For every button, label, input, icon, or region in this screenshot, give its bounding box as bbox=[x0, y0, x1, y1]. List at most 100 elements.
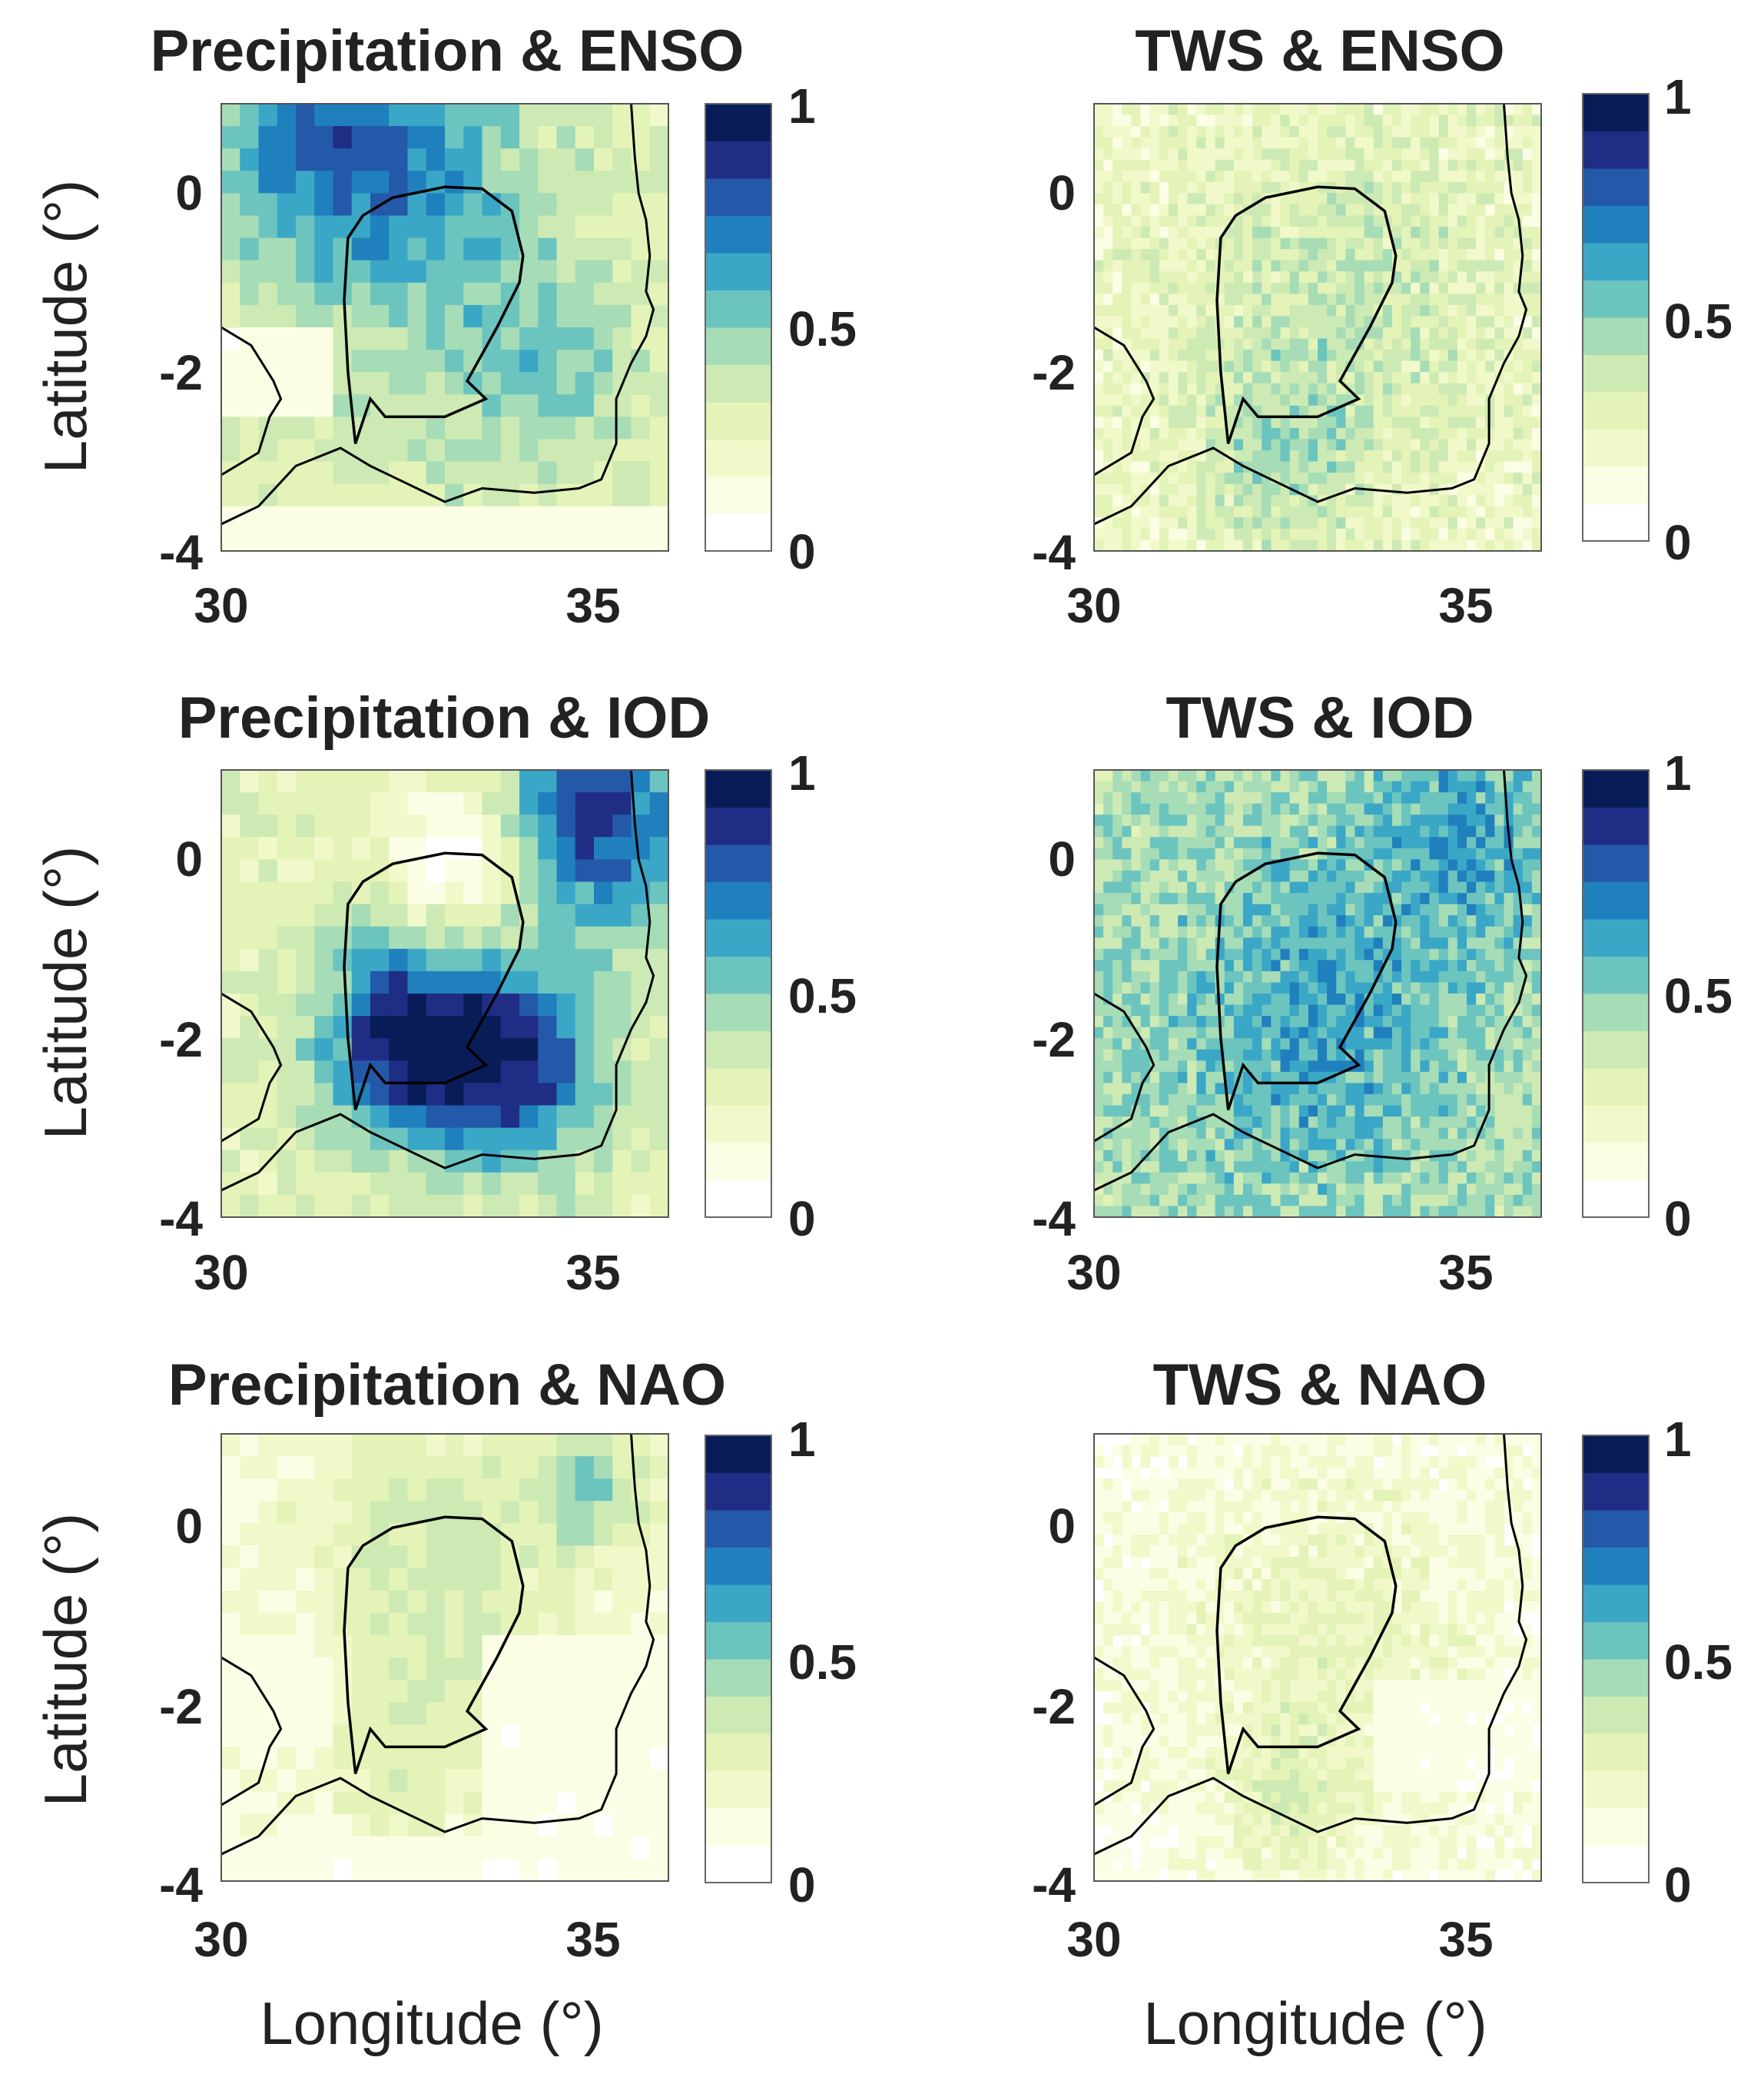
heatmap-cell bbox=[1345, 148, 1356, 161]
heatmap-cell bbox=[1467, 1027, 1477, 1039]
heatmap-cell bbox=[1178, 294, 1188, 306]
heatmap-cell bbox=[1457, 1150, 1467, 1162]
heatmap-cell bbox=[1382, 114, 1393, 127]
heatmap-cell bbox=[1457, 1060, 1467, 1073]
heatmap-cell bbox=[407, 171, 427, 194]
heatmap-cell bbox=[1485, 803, 1495, 815]
heatmap-cell bbox=[1280, 137, 1291, 149]
heatmap-cell bbox=[1262, 1194, 1272, 1207]
heatmap-cell bbox=[1411, 904, 1421, 916]
heatmap-cell bbox=[1112, 859, 1122, 871]
heatmap-cell bbox=[277, 104, 297, 127]
heatmap-cell bbox=[1187, 926, 1197, 938]
heatmap-cell bbox=[1103, 1093, 1113, 1107]
heatmap-cell bbox=[1308, 528, 1318, 541]
heatmap-cell bbox=[1531, 316, 1541, 328]
heatmap-cell bbox=[1513, 159, 1524, 171]
heatmap-cell bbox=[1131, 148, 1142, 161]
heatmap-cell bbox=[1504, 294, 1514, 306]
heatmap-cell bbox=[1169, 350, 1179, 362]
heatmap-cell bbox=[575, 971, 595, 994]
heatmap-cell bbox=[1280, 372, 1291, 384]
heatmap-cell bbox=[594, 948, 613, 972]
heatmap-cell bbox=[240, 1590, 260, 1614]
heatmap-cell bbox=[1467, 837, 1477, 849]
heatmap-cell bbox=[500, 1194, 520, 1217]
heatmap-cell bbox=[1224, 960, 1235, 972]
heatmap-cell bbox=[1140, 215, 1151, 227]
heatmap-cell bbox=[1336, 338, 1346, 350]
heatmap-cell bbox=[1392, 1194, 1402, 1207]
heatmap-cell bbox=[1420, 517, 1431, 529]
heatmap-cell bbox=[1382, 1116, 1393, 1129]
colorbar-segment bbox=[705, 104, 771, 141]
heatmap-cell bbox=[1401, 249, 1411, 261]
heatmap-cell bbox=[1401, 372, 1411, 384]
heatmap-cell bbox=[482, 528, 502, 551]
heatmap-cell bbox=[1438, 528, 1449, 541]
heatmap-cell bbox=[1373, 338, 1384, 350]
heatmap-cell bbox=[1336, 1116, 1346, 1129]
heatmap-cell bbox=[1382, 792, 1393, 805]
heatmap-cell bbox=[296, 971, 315, 994]
heatmap-cell bbox=[500, 1150, 520, 1173]
heatmap-cell bbox=[221, 792, 240, 815]
heatmap-cell bbox=[594, 994, 613, 1017]
heatmap-cell bbox=[1140, 893, 1151, 905]
heatmap-cell bbox=[1298, 159, 1309, 171]
heatmap-cell bbox=[1252, 1105, 1262, 1117]
heatmap-cell bbox=[1252, 483, 1262, 496]
heatmap-cell bbox=[1429, 1049, 1440, 1061]
heatmap-cell bbox=[612, 904, 632, 927]
heatmap-cell bbox=[649, 260, 668, 284]
heatmap-cell bbox=[1280, 316, 1291, 328]
heatmap-cell bbox=[1318, 1206, 1328, 1217]
heatmap-cell bbox=[1112, 948, 1122, 961]
heatmap-cell bbox=[1094, 948, 1104, 961]
heatmap-cell bbox=[389, 304, 409, 328]
heatmap-cell bbox=[1485, 792, 1495, 805]
colorbar-box bbox=[705, 103, 772, 552]
heatmap-cell bbox=[1429, 528, 1440, 541]
heatmap-cell bbox=[1308, 294, 1318, 306]
heatmap-cell bbox=[1131, 1206, 1142, 1217]
heatmap-cell bbox=[258, 1724, 278, 1747]
heatmap-cell bbox=[1122, 926, 1132, 938]
heatmap-cell bbox=[1354, 427, 1365, 440]
heatmap-cell bbox=[1159, 394, 1169, 406]
heatmap-cell bbox=[1131, 137, 1142, 149]
heatmap-cell bbox=[1345, 781, 1356, 793]
heatmap-cell bbox=[1243, 848, 1253, 860]
heatmap-cell bbox=[445, 104, 464, 127]
heatmap-cell bbox=[1429, 1027, 1440, 1039]
heatmap-cell bbox=[1094, 1049, 1104, 1061]
heatmap-cell bbox=[1336, 960, 1346, 972]
heatmap-cell bbox=[351, 148, 371, 171]
heatmap-cell bbox=[1364, 506, 1374, 518]
heatmap-cell bbox=[1224, 1183, 1235, 1196]
heatmap-cell bbox=[1485, 294, 1495, 306]
heatmap-cell bbox=[1262, 450, 1272, 463]
heatmap-cell bbox=[594, 260, 613, 284]
heatmap-cell bbox=[463, 193, 483, 217]
heatmap-cell bbox=[500, 1038, 520, 1061]
heatmap-cell bbox=[1354, 360, 1365, 373]
heatmap-cell bbox=[1280, 1116, 1291, 1129]
heatmap-cell bbox=[1159, 304, 1169, 317]
heatmap-cell bbox=[1131, 282, 1142, 294]
heatmap-cell bbox=[1252, 450, 1262, 463]
heatmap-cell bbox=[1429, 1139, 1440, 1151]
heatmap-cell bbox=[1336, 1206, 1346, 1217]
heatmap-cell bbox=[1308, 1194, 1318, 1207]
heatmap-cell bbox=[1159, 904, 1169, 916]
heatmap-cell bbox=[1336, 1004, 1346, 1017]
heatmap-cell bbox=[1243, 237, 1253, 250]
heatmap-cell bbox=[1252, 881, 1262, 894]
heatmap-cell bbox=[1318, 237, 1328, 250]
heatmap-cell bbox=[1159, 405, 1169, 417]
heatmap-cell bbox=[1494, 1150, 1505, 1162]
heatmap-cell bbox=[1513, 1093, 1524, 1107]
heatmap-cell bbox=[1103, 1161, 1113, 1173]
heatmap-cell bbox=[1447, 360, 1458, 373]
heatmap-cell bbox=[1336, 126, 1346, 138]
